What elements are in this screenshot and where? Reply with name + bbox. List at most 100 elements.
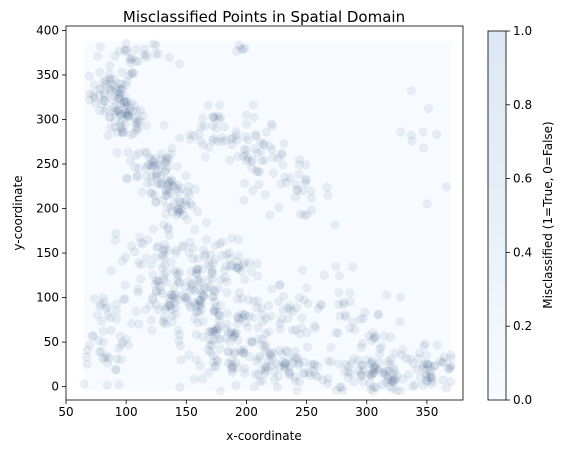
scatter-point: [173, 180, 183, 190]
scatter-point: [303, 298, 313, 309]
scatter-point: [188, 254, 198, 264]
scatter-point: [196, 288, 206, 298]
scatter-point: [172, 210, 182, 220]
scatter-point: [297, 313, 307, 323]
scatter-point: [107, 79, 117, 89]
scatter-point: [236, 309, 247, 319]
scatter-point: [244, 295, 254, 305]
scatter-point: [217, 137, 227, 147]
scatter-point: [274, 297, 284, 307]
scatter-point: [209, 134, 219, 144]
scatter-point: [240, 310, 250, 320]
scatter-point: [398, 344, 408, 355]
scatter-point: [120, 294, 130, 304]
scatter-point: [304, 367, 314, 378]
scatter-point: [156, 162, 166, 172]
scatter-point: [141, 52, 152, 63]
scatter-point: [384, 359, 394, 370]
scatter-point: [213, 324, 223, 334]
scatter-point: [127, 68, 137, 78]
scatter-point: [212, 325, 222, 335]
scatter-point: [396, 350, 407, 360]
scatter-point: [171, 248, 181, 258]
scatter-point: [233, 335, 243, 346]
background-field: [84, 41, 451, 392]
scatter-point: [208, 326, 218, 336]
scatter-point: [285, 300, 295, 311]
scatter-point: [293, 352, 303, 363]
scatter-point: [201, 283, 211, 293]
scatter-point: [151, 253, 161, 263]
scatter-point: [168, 290, 178, 300]
scatter-point: [227, 363, 237, 374]
scatter-point: [151, 275, 161, 285]
scatter-point: [182, 293, 192, 303]
scatter-point: [269, 367, 279, 377]
scatter-point: [331, 385, 341, 396]
scatter-point: [208, 285, 218, 295]
scatter-point: [256, 146, 266, 156]
scatter-point: [441, 383, 451, 393]
scatter-point: [198, 290, 208, 301]
scatter-point: [254, 180, 264, 190]
scatter-point: [164, 52, 174, 63]
scatter-point: [187, 201, 197, 211]
scatter-point: [323, 356, 333, 366]
scatter-point: [155, 179, 165, 189]
scatter-point: [422, 199, 432, 209]
scatter-point: [200, 121, 210, 131]
scatter-point: [134, 163, 144, 173]
scatter-point: [123, 108, 133, 119]
scatter-point: [88, 331, 98, 341]
scatter-point: [154, 49, 164, 59]
scatter-point: [237, 312, 248, 323]
scatter-point: [253, 322, 263, 333]
scatter-point: [345, 297, 356, 307]
scatter-point: [175, 187, 185, 197]
scatter-point: [243, 153, 253, 163]
scatter-point: [211, 302, 221, 312]
scatter-point: [246, 156, 256, 166]
scatter-point: [403, 369, 414, 380]
scatter-point: [180, 282, 190, 292]
scatter-point: [226, 260, 236, 271]
scatter-point: [388, 376, 399, 386]
scatter-point: [194, 274, 204, 284]
scatter-point: [176, 184, 186, 194]
scatter-point: [383, 375, 393, 385]
scatter-point: [153, 304, 164, 315]
scatter-point: [177, 290, 187, 300]
scatter-point: [215, 239, 225, 249]
scatter-point: [132, 115, 143, 126]
scatter-point: [89, 293, 99, 304]
scatter-point: [220, 273, 230, 283]
scatter-point: [210, 240, 220, 251]
scatter-point: [216, 275, 226, 285]
scatter-point: [156, 149, 167, 159]
x-tick-label: 100: [115, 405, 138, 419]
scatter-point: [185, 130, 195, 140]
scatter-point: [140, 304, 151, 315]
scatter-point: [228, 332, 238, 343]
scatter-point: [279, 361, 289, 372]
scatter-point: [338, 386, 348, 396]
scatter-point: [241, 110, 251, 120]
scatter-point: [297, 265, 308, 275]
scatter-point: [230, 328, 240, 339]
scatter-point: [148, 157, 158, 167]
scatter-point: [204, 142, 214, 152]
scatter-point: [368, 328, 378, 338]
scatter-point: [143, 160, 153, 170]
scatter-point: [429, 361, 440, 371]
scatter-point: [287, 325, 298, 335]
scatter-point: [169, 181, 179, 191]
scatter-point: [167, 304, 177, 315]
scatter-point: [209, 362, 219, 372]
scatter-point: [115, 122, 125, 132]
scatter-point: [166, 289, 176, 300]
plot-frame: [65, 25, 464, 401]
scatter-point: [248, 185, 258, 195]
scatter-point: [195, 299, 205, 309]
scatter-point: [241, 318, 251, 328]
scatter-point: [422, 350, 432, 360]
